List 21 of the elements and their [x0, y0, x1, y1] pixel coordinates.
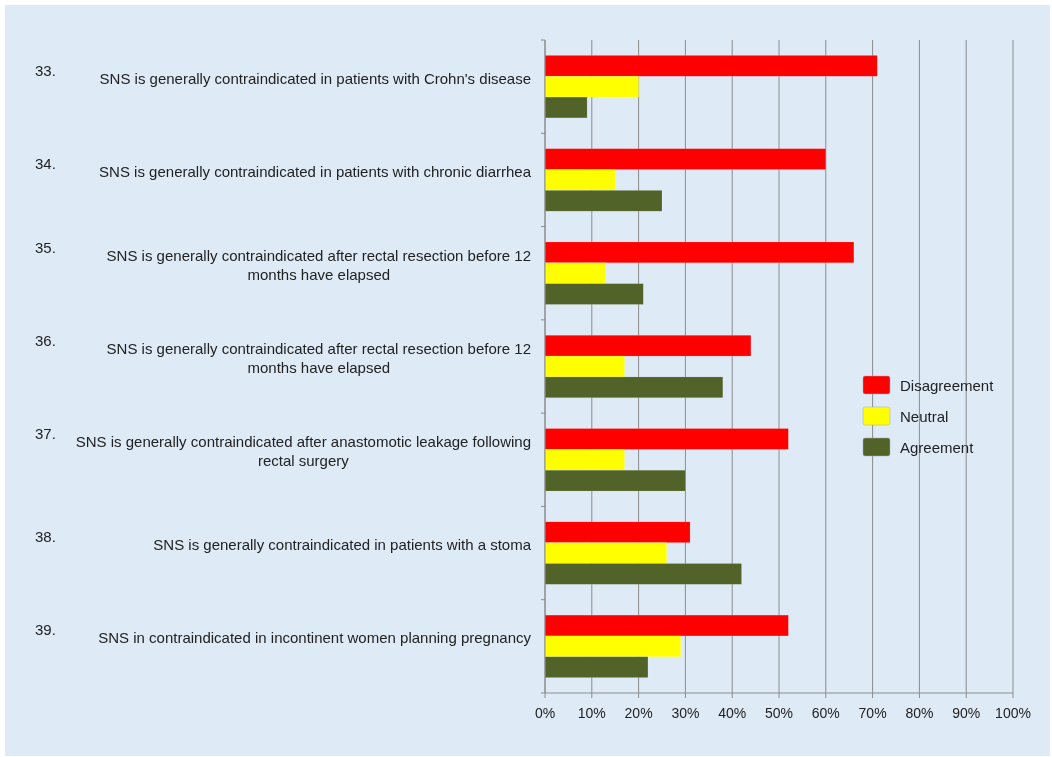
x-tick-label: 70%: [858, 705, 887, 721]
x-tick-label: 80%: [905, 705, 934, 721]
x-tick-label: 90%: [952, 705, 981, 721]
category-label: 39. SNS in contraindicated in incontinent women planning pregnancy: [35, 621, 531, 647]
legend-label: Agreement: [900, 439, 975, 456]
category-label: 34. SNS is generally contraindicated in patients with chronic diarrhea: [35, 154, 532, 180]
category-label: 33. SNS is generally contraindicated in patients with Crohn's disease: [35, 61, 532, 87]
category-label: 37. SNS is generally contraindicated after anastomotic leakage following rectal surgery: [35, 425, 532, 470]
x-tick-label: 30%: [671, 705, 700, 721]
x-tick-label: 40%: [718, 705, 747, 721]
x-tick-label: 0%: [534, 705, 556, 721]
x-tick-label: 60%: [811, 705, 840, 721]
legend-label: Neutral: [900, 408, 949, 425]
x-tick-label: 10%: [577, 705, 606, 721]
x-tick-label: 100%: [995, 705, 1031, 721]
x-tick-label: 50%: [764, 705, 794, 721]
x-tick-label: 20%: [624, 705, 653, 721]
category-label: 36. SNS is generally contraindicated after rectal resection before 12 months have elapsed: [35, 332, 532, 376]
category-label: 35. SNS is generally contraindicated after rectal resection before 12 months have elapsed: [35, 238, 532, 283]
category-label: 38. SNS is generally contraindicated in patients with a stoma: [35, 528, 531, 554]
legend-label: Disagreement: [900, 377, 995, 394]
